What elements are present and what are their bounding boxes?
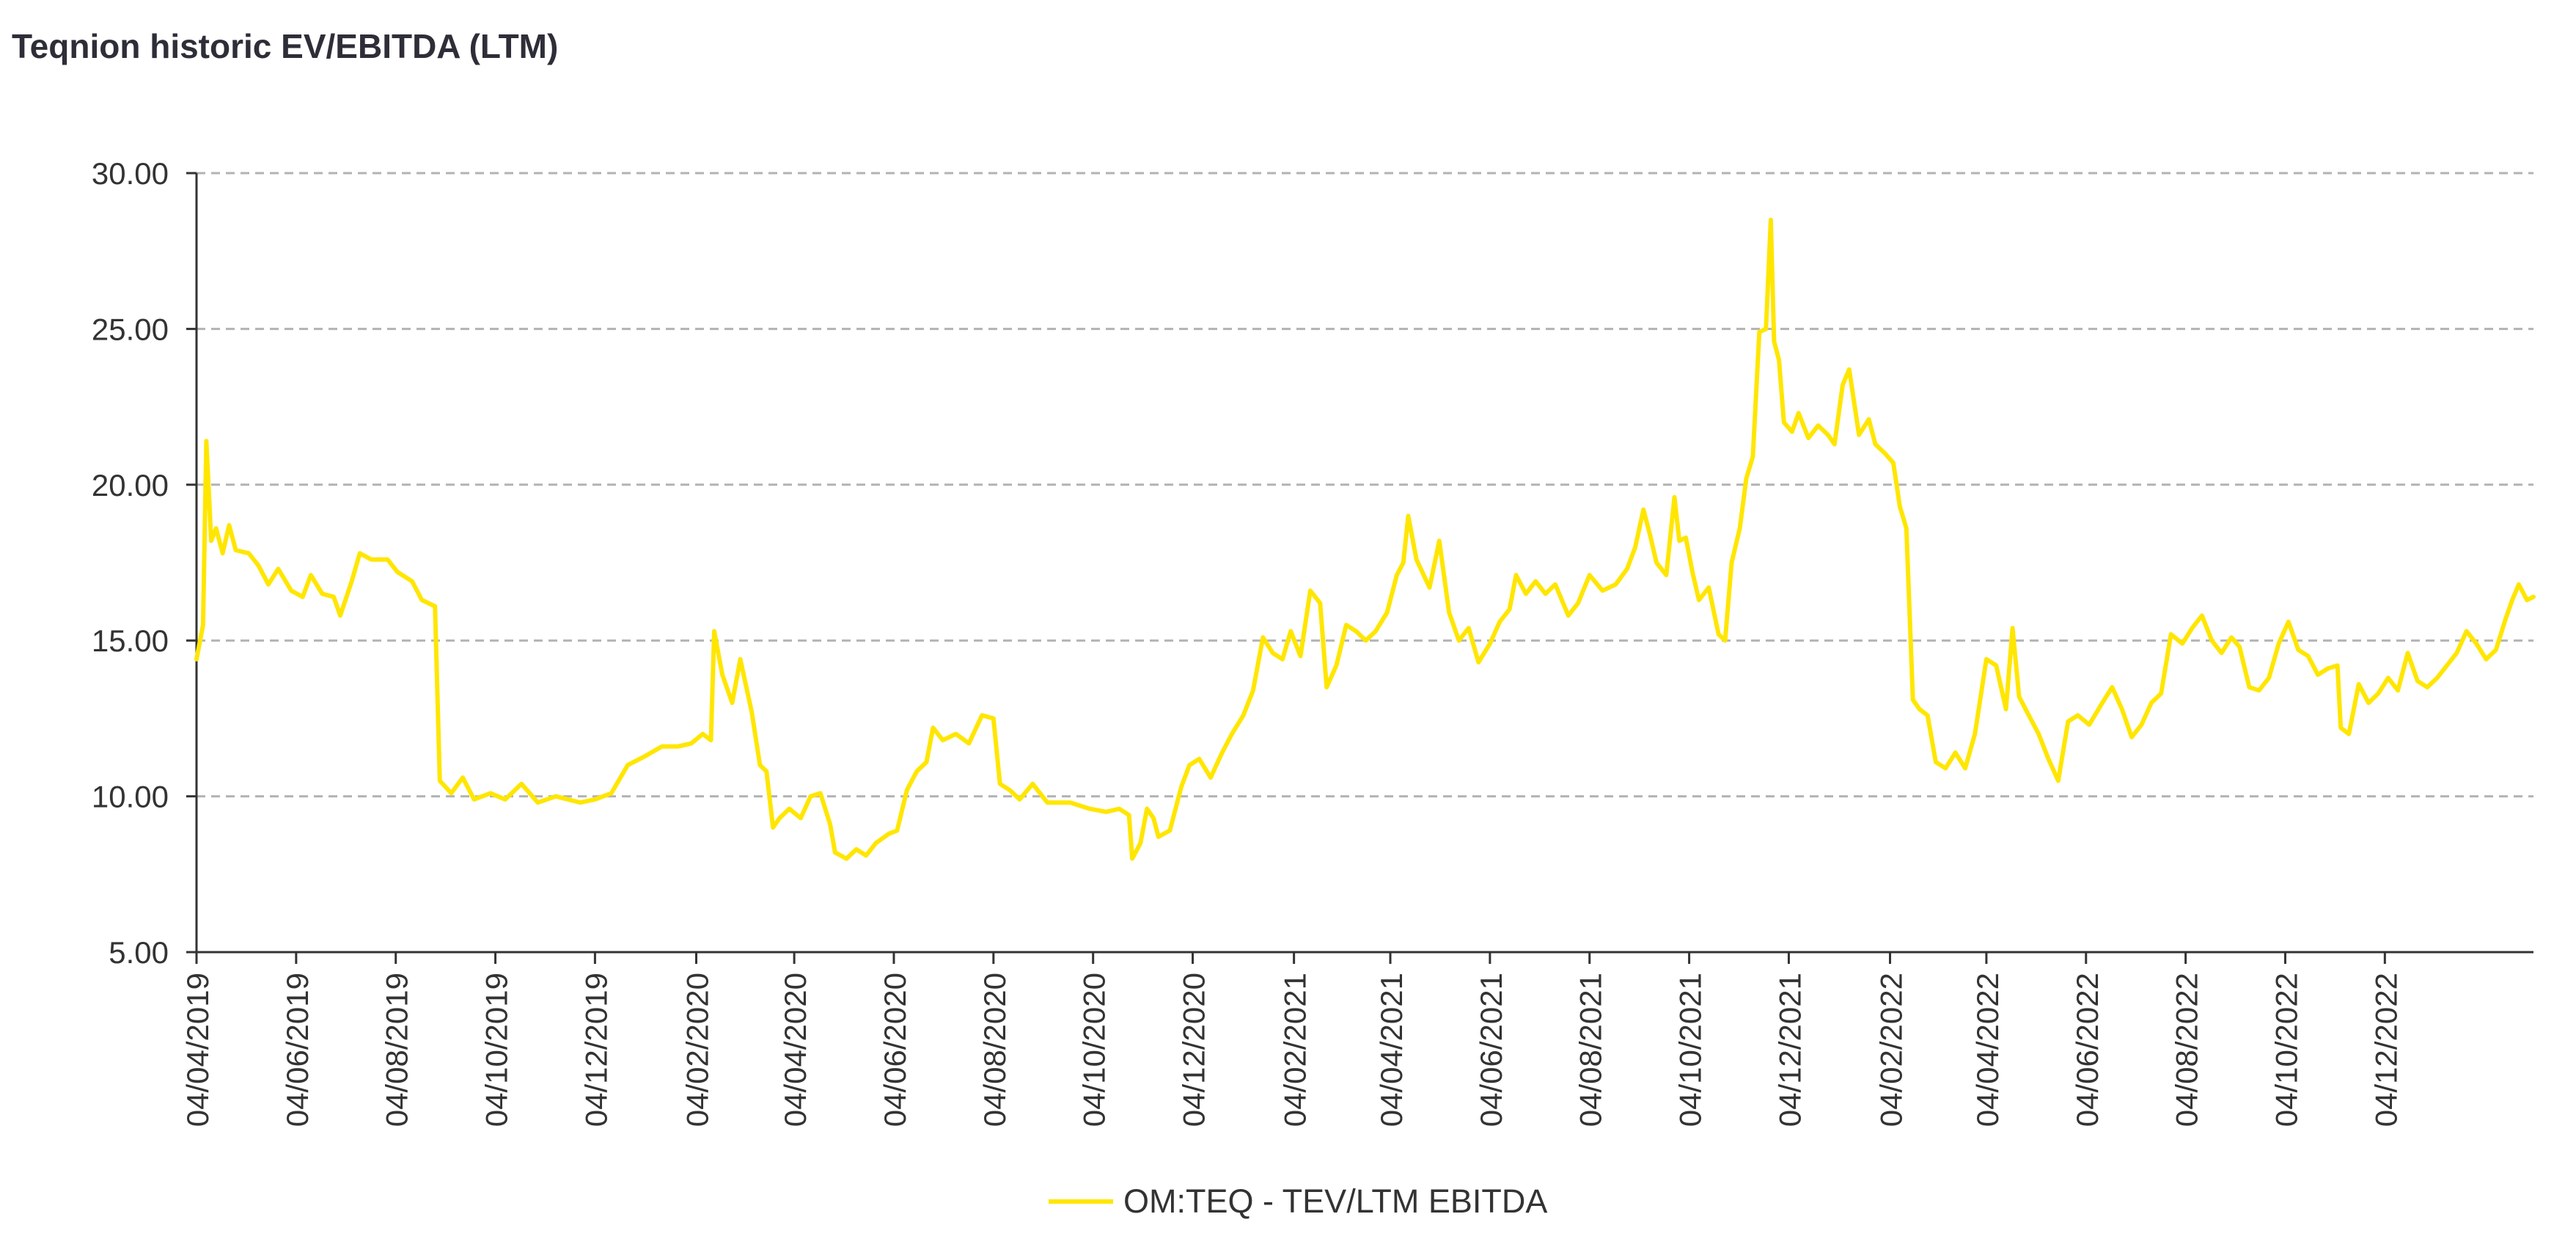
legend: OM:TEQ - TEV/LTM EBITDA [1049, 1182, 1547, 1221]
x-tick-label: 04/02/2022 [1874, 973, 1909, 1127]
y-tick-label: 20.00 [92, 468, 169, 502]
x-tick-label: 04/12/2019 [579, 973, 613, 1127]
x-tick-label: 04/08/2019 [380, 973, 414, 1127]
y-tick-label: 5.00 [109, 935, 169, 970]
x-axis-tick-labels: 04/04/2019 04/06/2019 04/08/2019 04/10/2019… [180, 973, 2403, 1127]
x-tick-label: 04/02/2021 [1278, 973, 1313, 1127]
y-tick-label: 25.00 [92, 312, 169, 346]
y-axis-tick-labels: 5.00 10.00 15.00 20.00 25.00 30.00 [92, 156, 169, 970]
y-tick-label: 15.00 [92, 624, 169, 658]
x-tick-label: 04/04/2021 [1374, 973, 1409, 1127]
x-tick-label: 04/04/2019 [180, 973, 215, 1127]
x-tick-label: 04/08/2021 [1574, 973, 1608, 1127]
axes [186, 172, 2533, 964]
x-tick-label: 04/12/2021 [1772, 973, 1807, 1127]
y-tick-label: 30.00 [92, 156, 169, 191]
x-tick-label: 04/10/2021 [1673, 973, 1708, 1127]
x-tick-label: 04/02/2020 [680, 973, 714, 1127]
x-tick-label: 04/06/2019 [280, 973, 315, 1127]
series-lines [194, 217, 2536, 861]
x-tick-label: 04/10/2022 [2269, 973, 2303, 1127]
x-tick-label: 04/12/2022 [2368, 973, 2403, 1127]
x-tick-label: 04/08/2022 [2170, 973, 2204, 1127]
x-tick-label: 04/08/2020 [977, 973, 1012, 1127]
legend-label: OM:TEQ - TEV/LTM EBITDA [1123, 1182, 1548, 1220]
x-tick-label: 04/04/2020 [778, 973, 812, 1127]
x-tick-label: 04/12/2020 [1177, 973, 1211, 1127]
y-tick-label: 10.00 [92, 780, 169, 814]
x-tick-label: 04/04/2022 [1970, 973, 2005, 1127]
series-line [194, 217, 2536, 861]
x-tick-label: 04/06/2022 [2070, 973, 2105, 1127]
gridlines [197, 172, 2533, 798]
x-tick-label: 04/10/2020 [1077, 973, 1112, 1127]
chart-title: Teqnion historic EV/EBITDA (LTM) [12, 27, 559, 65]
x-tick-label: 04/10/2019 [480, 973, 514, 1127]
x-tick-label: 04/06/2021 [1474, 973, 1508, 1127]
legend-swatch [1049, 1199, 1113, 1204]
x-tick-label: 04/06/2020 [878, 973, 912, 1127]
